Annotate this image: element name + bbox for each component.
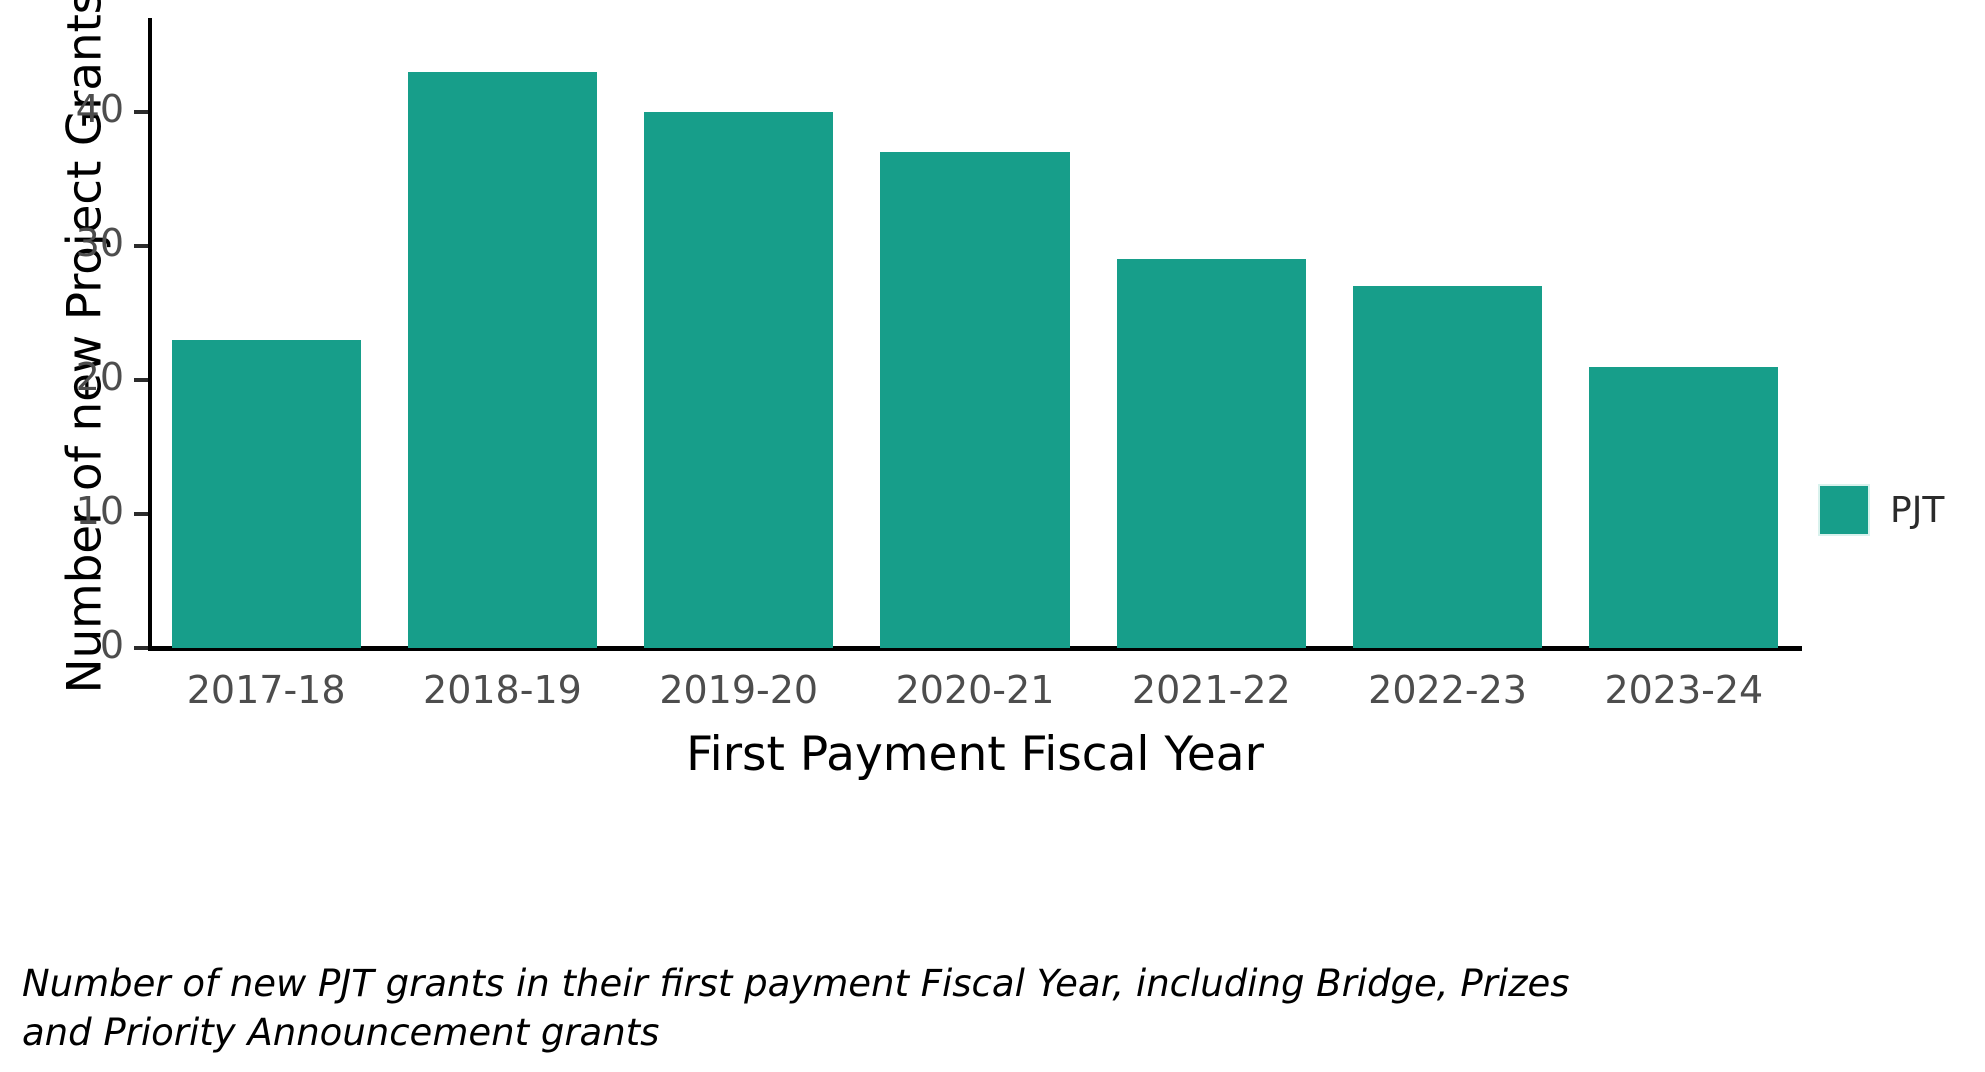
caption-line-1: Number of new PJT grants in their first …: [22, 962, 1570, 1005]
y-tick-mark: [134, 511, 148, 516]
y-tick-mark: [134, 646, 148, 650]
y-tick-label: 30: [75, 220, 124, 265]
figure-caption: Number of new PJT grants in their first …: [22, 960, 1722, 1058]
bar[interactable]: [1116, 259, 1306, 648]
y-tick-label: 10: [75, 488, 124, 533]
bar[interactable]: [880, 152, 1070, 648]
bar[interactable]: [644, 111, 834, 648]
legend-swatch-pjt: [1818, 484, 1870, 536]
x-tick-label: 2022-23: [1368, 668, 1527, 712]
y-axis-spine: [148, 18, 152, 650]
bar[interactable]: [171, 339, 361, 648]
y-tick-mark: [134, 243, 148, 248]
bar[interactable]: [1353, 286, 1543, 648]
x-tick-label: 2023-24: [1604, 668, 1764, 712]
y-tick-label: 20: [75, 354, 124, 399]
y-tick-label: 0: [99, 623, 124, 667]
x-tick-label: 2017-18: [186, 668, 346, 712]
legend: PJT: [1818, 484, 1944, 536]
x-tick-label: 2019-20: [659, 668, 819, 712]
x-axis-title: First Payment Fiscal Year: [686, 727, 1264, 782]
x-tick-label: 2021-22: [1131, 668, 1291, 712]
plot-area: [148, 18, 1802, 648]
caption-line-2: and Priority Announcement grants: [22, 1010, 660, 1054]
legend-label-pjt: PJT: [1890, 489, 1945, 531]
x-axis-spine: [148, 646, 1802, 651]
x-tick-label: 2020-21: [895, 668, 1055, 712]
x-tick-label: 2018-19: [423, 668, 582, 712]
y-tick-mark: [134, 377, 148, 382]
bar[interactable]: [1589, 366, 1779, 648]
y-tick-label: 40: [75, 86, 124, 131]
bar[interactable]: [407, 71, 597, 648]
y-tick-mark: [134, 109, 148, 114]
